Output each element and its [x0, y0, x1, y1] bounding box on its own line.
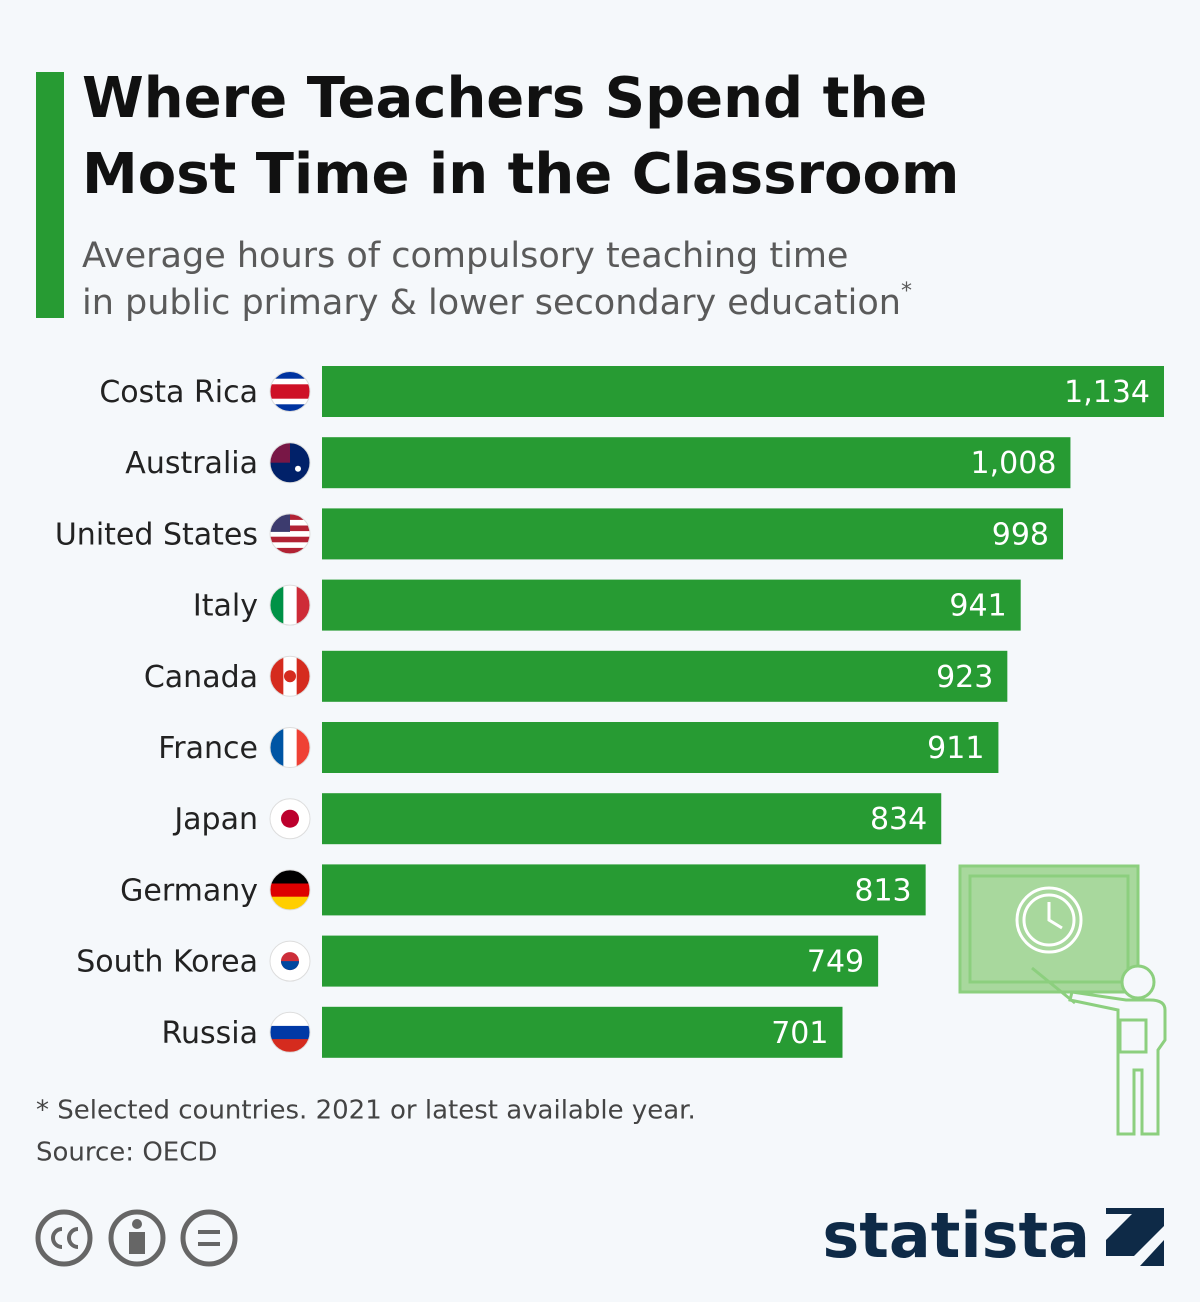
- category-label: Russia: [162, 1016, 259, 1051]
- flag-emblem: [281, 961, 299, 971]
- flag: [270, 1012, 310, 1053]
- bar: [322, 935, 879, 987]
- value-label: 941: [949, 589, 1006, 624]
- flag: [270, 371, 310, 412]
- category-label: Germany: [120, 873, 258, 908]
- bar: [322, 864, 926, 916]
- flag: [270, 941, 310, 982]
- subtitle-marker: *: [901, 279, 912, 304]
- bar: [322, 722, 999, 773]
- flag-stripe: [270, 378, 310, 385]
- value-label: 834: [870, 802, 927, 837]
- category-label: Italy: [193, 589, 258, 624]
- flag-stripe: [270, 1039, 310, 1053]
- flag-border: [269, 869, 311, 911]
- value-label: 998: [992, 517, 1049, 552]
- category-label: Japan: [172, 802, 258, 837]
- value-label: 813: [854, 873, 911, 908]
- flag-stripe: [270, 547, 310, 554]
- chart-subtitle: Average hours of compulsory teaching tim…: [82, 236, 848, 276]
- bar: [322, 366, 1164, 417]
- license-icons: [35, 1209, 238, 1267]
- bar: [322, 437, 1071, 489]
- bar: [322, 1006, 843, 1058]
- flag: [270, 585, 310, 626]
- bar: [322, 579, 1021, 631]
- flag-sun: [281, 809, 299, 828]
- chart-subtitle: in public primary & lower secondary educ…: [82, 279, 912, 323]
- flag-stripe: [270, 398, 310, 405]
- flag-border: [269, 727, 311, 768]
- flag-stripe: [270, 656, 284, 697]
- accent-bar: [36, 72, 64, 318]
- flag-border: [269, 513, 311, 555]
- flag-star: [295, 465, 301, 472]
- chart-title: Where Teachers Spend the: [82, 66, 927, 131]
- brand-logo: statista: [822, 1199, 1090, 1272]
- flag-border: [269, 655, 311, 697]
- flag-border: [269, 371, 311, 412]
- flag: [270, 869, 310, 910]
- category-label: Costa Rica: [99, 375, 258, 410]
- category-label: Canada: [144, 660, 258, 695]
- flag-stripe: [283, 585, 298, 626]
- teacher-illustration: [958, 864, 1167, 1136]
- flag-border: [269, 798, 311, 840]
- flag-border: [269, 1011, 311, 1053]
- source: Source: OECD: [36, 1138, 217, 1168]
- flag-stripe: [270, 1012, 310, 1027]
- bar: [322, 793, 942, 845]
- flag-stripe: [270, 585, 284, 626]
- category-label: South Korea: [76, 945, 258, 980]
- value-label: 911: [927, 731, 984, 766]
- flag-stripe: [270, 384, 310, 400]
- note: * Selected countries. 2021 or latest ava…: [36, 1096, 696, 1126]
- flag-stripe: [296, 656, 310, 697]
- value-label: 1,134: [1064, 375, 1150, 410]
- bar: [322, 650, 1008, 702]
- bars: Costa Rica 1,134 Australia 1,008 United Stat…: [55, 366, 1164, 1058]
- flag-stripe: [270, 1025, 310, 1040]
- flag-stripe: [270, 531, 310, 538]
- flag-stripe: [296, 727, 310, 768]
- category-label: Australia: [125, 446, 258, 481]
- category-label: France: [158, 731, 258, 766]
- flag: [270, 727, 310, 768]
- flag-stripe: [283, 727, 298, 768]
- value-label: 1,008: [971, 446, 1057, 481]
- flag: [270, 798, 310, 839]
- flag-stripe: [270, 727, 284, 768]
- flag-border: [269, 940, 311, 982]
- value-label: 749: [807, 945, 864, 980]
- subtitle-line: in public primary & lower secondary educ…: [82, 283, 901, 323]
- bar: [322, 508, 1064, 560]
- value-label: 701: [771, 1016, 828, 1051]
- chart-title: Most Time in the Classroom: [82, 142, 959, 207]
- flag-stripe: [296, 585, 310, 626]
- flag-stripe: [270, 371, 310, 380]
- category-label: United States: [55, 517, 258, 552]
- flag-stripe: [270, 542, 310, 549]
- value-label: 923: [936, 660, 993, 695]
- brand-mark: [1106, 1208, 1164, 1266]
- flag-stripe: [270, 404, 310, 412]
- flag-stripe: [270, 896, 310, 910]
- flag-border: [269, 584, 311, 626]
- flag-stripe: [270, 883, 310, 898]
- flag-stripe: [270, 869, 310, 884]
- flag: [270, 656, 310, 697]
- flag-leaf: [284, 670, 296, 683]
- flag-stripe: [270, 536, 310, 543]
- flag-border: [269, 442, 311, 484]
